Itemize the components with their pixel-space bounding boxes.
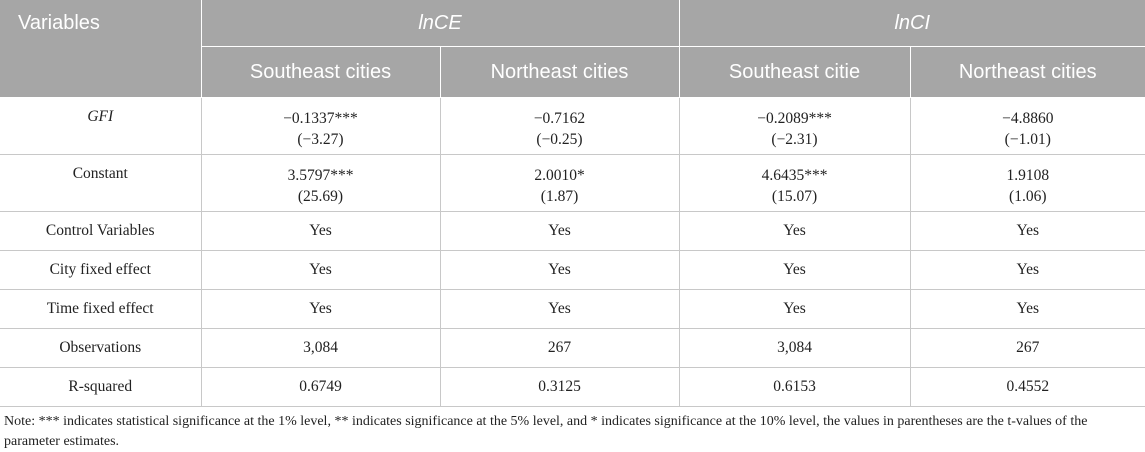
table-body: GFI −0.1337*** (−3.27) −0.7162 (−0.25) −…: [0, 97, 1145, 407]
t-value: (15.07): [771, 188, 818, 205]
t-value: (−0.25): [536, 131, 583, 148]
subheader-lnce-northeast: Northeast cities: [440, 46, 680, 98]
table-row-constant: Constant 3.5797*** (25.69) 2.0010* (1.87…: [0, 154, 1145, 212]
table-cell: 267: [910, 328, 1145, 368]
row-label-observations: Observations: [0, 328, 202, 368]
table-cell: Yes: [440, 289, 680, 329]
t-value: (−2.31): [771, 131, 818, 148]
table-cell: 3,084: [679, 328, 911, 368]
t-value: (1.87): [540, 188, 579, 205]
table-header: Variables lnCE lnCI Southeast cities Nor…: [0, 0, 1145, 98]
cell-constant-lnce-northeast: 2.0010* (1.87): [440, 154, 680, 212]
table-cell: Yes: [910, 289, 1145, 329]
regression-results-table: Variables lnCE lnCI Southeast cities Nor…: [0, 0, 1145, 407]
t-value: (−3.27): [297, 131, 344, 148]
table-cell: 267: [440, 328, 680, 368]
variables-header: Variables: [0, 0, 202, 98]
row-label-city-fixed-effect: City fixed effect: [0, 250, 202, 290]
table-row-control-variables: Control Variables Yes Yes Yes Yes: [0, 211, 1145, 251]
table-cell: Yes: [201, 250, 441, 290]
cell-gfi-lnce-southeast: −0.1337*** (−3.27): [201, 97, 441, 155]
coefficient: 2.0010*: [534, 167, 585, 184]
table-cell: 0.4552: [910, 367, 1145, 407]
table-cell: Yes: [910, 250, 1145, 290]
table-cell: Yes: [679, 211, 911, 251]
row-label-gfi: GFI: [0, 97, 202, 155]
table-cell: 0.3125: [440, 367, 680, 407]
table-cell: Yes: [679, 250, 911, 290]
coefficient: 1.9108: [1006, 167, 1050, 184]
table-cell: 0.6153: [679, 367, 911, 407]
subheader-lnci-northeast: Northeast cities: [910, 46, 1145, 98]
group-header-lnce: lnCE: [201, 0, 680, 47]
coefficient: −0.1337***: [283, 110, 358, 127]
header-row-subgroups: Southeast cities Northeast cities Southe…: [0, 46, 1145, 98]
cell-gfi-lnci-southeast: −0.2089*** (−2.31): [679, 97, 911, 155]
table-cell: Yes: [440, 250, 680, 290]
table-cell: 0.6749: [201, 367, 441, 407]
table-cell: Yes: [201, 211, 441, 251]
row-label-time-fixed-effect: Time fixed effect: [0, 289, 202, 329]
table-cell: Yes: [910, 211, 1145, 251]
t-value: (−1.01): [1004, 131, 1051, 148]
table-cell: 3,084: [201, 328, 441, 368]
table-note: Note: *** indicates statistical signific…: [4, 414, 1088, 449]
t-value: (1.06): [1009, 188, 1047, 205]
cell-constant-lnce-southeast: 3.5797*** (25.69): [201, 154, 441, 212]
cell-constant-lnci-northeast: 1.9108 (1.06): [910, 154, 1145, 212]
table-row-city-fixed-effect: City fixed effect Yes Yes Yes Yes: [0, 250, 1145, 290]
table-row-r-squared: R-squared 0.6749 0.3125 0.6153 0.4552: [0, 367, 1145, 407]
table-row-time-fixed-effect: Time fixed effect Yes Yes Yes Yes: [0, 289, 1145, 329]
table-cell: Yes: [440, 211, 680, 251]
coefficient: 3.5797***: [287, 167, 354, 184]
table-row-observations: Observations 3,084 267 3,084 267: [0, 328, 1145, 368]
table-row-gfi: GFI −0.1337*** (−3.27) −0.7162 (−0.25) −…: [0, 97, 1145, 155]
cell-constant-lnci-southeast: 4.6435*** (15.07): [679, 154, 911, 212]
subheader-lnce-southeast: Southeast cities: [201, 46, 441, 98]
subheader-lnci-southeast: Southeast citie: [679, 46, 911, 98]
cell-gfi-lnce-northeast: −0.7162 (−0.25): [440, 97, 680, 155]
coefficient: 4.6435***: [761, 167, 828, 184]
cell-gfi-lnci-northeast: −4.8860 (−1.01): [910, 97, 1145, 155]
row-label-control-variables: Control Variables: [0, 211, 202, 251]
coefficient: −0.7162: [533, 110, 586, 127]
row-label-constant: Constant: [0, 154, 202, 212]
header-row-groups: Variables lnCE lnCI: [0, 0, 1145, 98]
t-value: (25.69): [297, 188, 344, 205]
table-cell: Yes: [201, 289, 441, 329]
group-header-lnci: lnCI: [679, 0, 1145, 47]
coefficient: −4.8860: [1002, 110, 1054, 127]
coefficient: −0.2089***: [757, 110, 832, 127]
table-cell: Yes: [679, 289, 911, 329]
row-label-r-squared: R-squared: [0, 367, 202, 407]
